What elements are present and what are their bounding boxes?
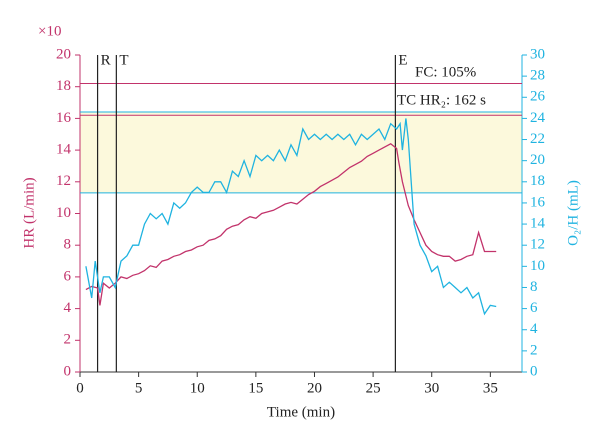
annotation: TC HR₂: 162 s — [397, 92, 486, 108]
band — [80, 112, 522, 193]
y2-tick-label: 14 — [530, 216, 546, 232]
y2-tick-label: 28 — [530, 68, 545, 84]
series-line — [85, 143, 497, 306]
y-tick-label: 2 — [64, 332, 72, 348]
x-tick-label: 35 — [483, 380, 498, 396]
y-tick-label: 4 — [64, 300, 72, 316]
event-label: T — [119, 52, 128, 68]
y2-tick-label: 30 — [530, 46, 545, 62]
y-tick-label: 0 — [64, 363, 72, 379]
multiplier-label: ×10 — [38, 23, 61, 39]
y-tick-label: 6 — [64, 268, 72, 284]
y-tick-label: 14 — [56, 142, 72, 158]
x-tick-label: 15 — [248, 380, 263, 396]
y-tick-label: 18 — [56, 78, 71, 94]
y2-tick-label: 10 — [530, 258, 545, 274]
y2-tick-label: 20 — [530, 152, 545, 168]
x-tick-label: 10 — [190, 380, 205, 396]
y-axis-label: HR (L/min) — [21, 177, 37, 248]
series-line — [85, 118, 497, 316]
y2-tick-label: 4 — [530, 321, 538, 337]
event-label: E — [398, 52, 407, 68]
y2-tick-label: 12 — [530, 237, 545, 253]
y2-tick-label: 16 — [530, 194, 546, 210]
x-tick-label: 20 — [307, 380, 322, 396]
y2-tick-label: 6 — [530, 300, 538, 316]
y2-tick-label: 2 — [530, 342, 538, 358]
event-label: R — [101, 52, 111, 68]
annotation: FC: 105% — [415, 64, 476, 80]
x-tick-label: 25 — [366, 380, 381, 396]
y-tick-label: 16 — [56, 110, 72, 126]
y-tick-label: 10 — [56, 205, 71, 221]
y2-tick-label: 22 — [530, 131, 545, 147]
y-tick-label: 8 — [64, 237, 72, 253]
y2-tick-label: 18 — [530, 173, 545, 189]
y-tick-label: 20 — [56, 46, 71, 62]
y2-tick-label: 0 — [530, 363, 538, 379]
y-tick-label: 12 — [56, 173, 71, 189]
x-tick-label: 5 — [135, 380, 143, 396]
y2-tick-label: 8 — [530, 279, 538, 295]
x-tick-label: 30 — [424, 380, 439, 396]
x-axis-label: Time (min) — [267, 404, 335, 420]
x-tick-label: 0 — [76, 380, 84, 396]
y2-axis-label: O₂/H (mL) — [565, 180, 581, 246]
y2-tick-label: 26 — [530, 89, 546, 105]
y2-tick-label: 24 — [530, 110, 546, 126]
